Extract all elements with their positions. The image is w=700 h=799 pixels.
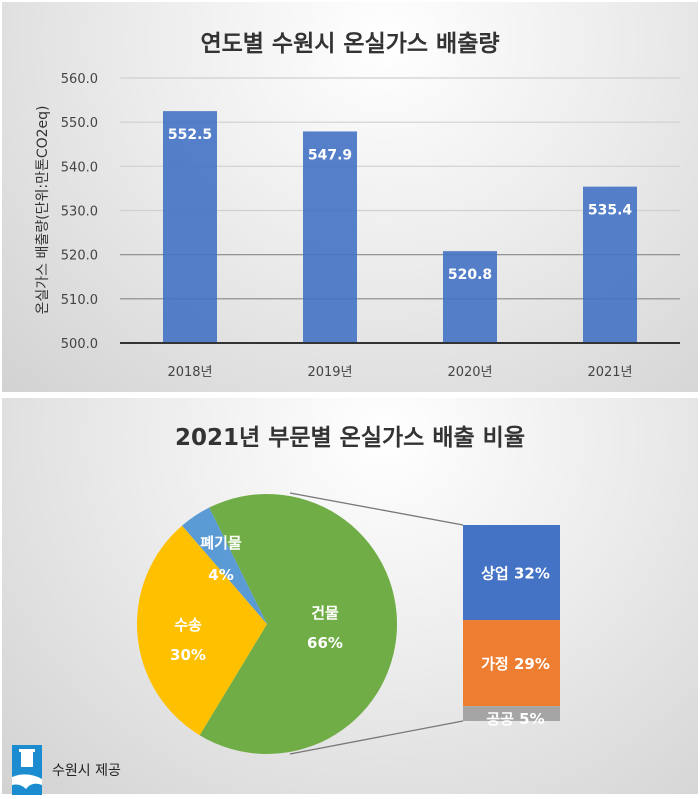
- y-tick-label: 530.0: [61, 205, 98, 220]
- connector-line-bottom: [289, 720, 464, 755]
- pie-slice-수송: [137, 525, 267, 736]
- pie-slice-percent: 66%: [307, 634, 343, 652]
- pie-slice-percent: 30%: [170, 646, 206, 664]
- x-tick-label: 2018년: [167, 365, 212, 380]
- breakdown-label: 상업 32%: [481, 565, 550, 583]
- bar-value-label: 552.5: [168, 127, 212, 143]
- bar-value-label: 520.8: [448, 267, 492, 283]
- y-tick-label: 540.0: [61, 160, 98, 175]
- breakdown-segment-가정: [463, 620, 560, 707]
- bar-2021년: [583, 186, 637, 343]
- y-tick-label: 520.0: [61, 249, 98, 264]
- breakdown-label: 가정 29%: [481, 655, 550, 673]
- y-tick-label: 560.0: [61, 72, 98, 87]
- pie-slice-name: 폐기물: [200, 534, 242, 552]
- pie-slice-건물: [199, 494, 398, 755]
- pie-slice-name: 건물: [311, 604, 339, 622]
- bar-chart-title: 연도별 수원시 온실가스 배출량: [200, 31, 500, 57]
- bar-value-label: 547.9: [308, 147, 352, 163]
- bar-2019년: [303, 131, 357, 343]
- y-tick-label: 500.0: [61, 337, 98, 352]
- suwon-logo: [12, 745, 42, 795]
- credit-text: 수원시 제공: [52, 763, 121, 779]
- breakdown-segment-공공: [463, 706, 560, 721]
- connector-line-top: [289, 492, 464, 526]
- breakdown-label: 공공 5%: [486, 710, 544, 728]
- pie-slice-percent: 4%: [208, 566, 233, 584]
- breakdown-segment-상업: [463, 525, 560, 621]
- x-tick-label: 2020년: [447, 365, 492, 380]
- x-tick-label: 2021년: [587, 365, 632, 380]
- pie-chart-title: 2021년 부문별 온실가스 배출 비율: [175, 425, 525, 451]
- pie-slice-폐기물: [182, 507, 267, 624]
- bar-2020년: [443, 251, 497, 343]
- y-axis-title: 온실가스 배출량(단위:만톤CO2eq): [35, 106, 51, 315]
- x-tick-label: 2019년: [307, 365, 352, 380]
- bar-value-label: 535.4: [588, 203, 633, 219]
- bar-2018년: [163, 111, 217, 343]
- pie-slice-name: 수송: [174, 616, 202, 634]
- y-tick-label: 550.0: [61, 116, 98, 131]
- y-tick-label: 510.0: [61, 293, 98, 308]
